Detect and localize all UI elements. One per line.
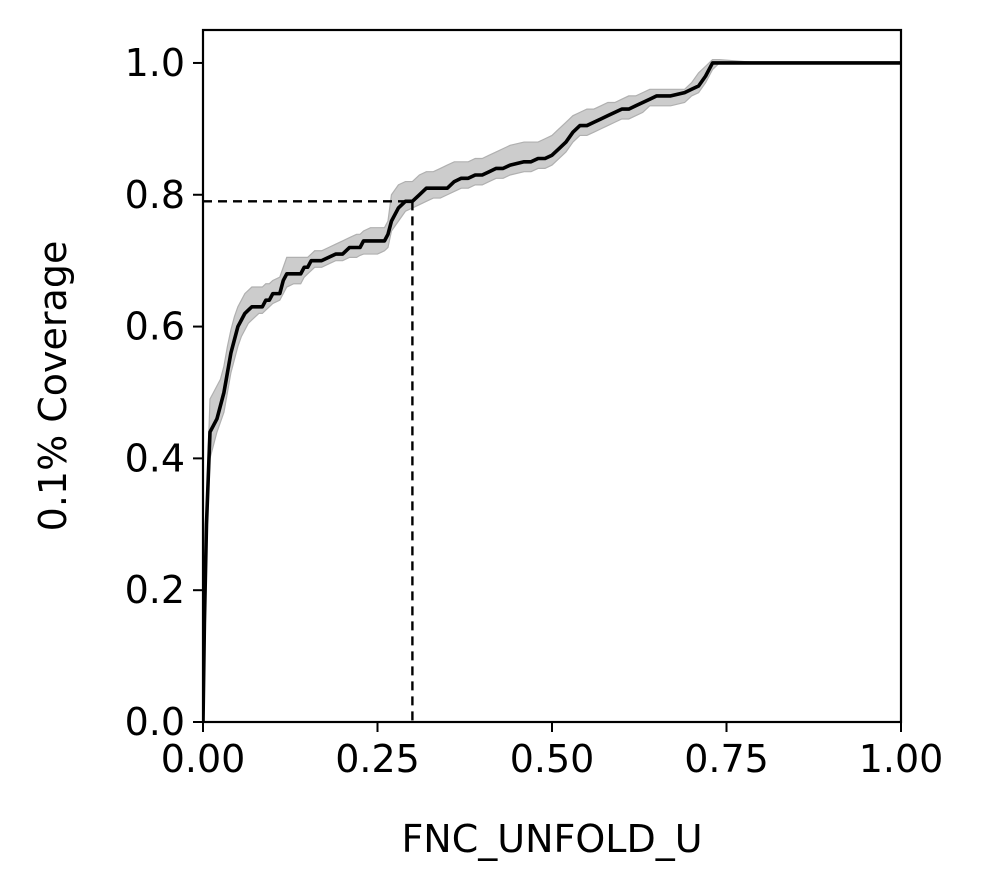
y-tick-label: 0.0 bbox=[125, 700, 185, 744]
reference-lines-layer bbox=[203, 200, 414, 722]
y-tick-label: 1.0 bbox=[125, 41, 185, 85]
series-line-layer bbox=[203, 61, 901, 722]
y-axis-ticks: 0.0 0.2 0.4 0.6 0.8 1.0 bbox=[125, 41, 203, 744]
plot-frame bbox=[201, 28, 903, 724]
y-tick-label: 0.8 bbox=[125, 173, 185, 217]
x-tick-label: 1.00 bbox=[859, 737, 944, 781]
confidence-band bbox=[203, 59, 901, 722]
y-tick-label: 0.4 bbox=[125, 436, 185, 480]
x-tick-label: 0.50 bbox=[510, 737, 595, 781]
y-axis-label: 0.1% Coverage bbox=[31, 241, 75, 532]
confidence-band-layer bbox=[203, 59, 901, 722]
y-tick-label: 0.2 bbox=[125, 568, 185, 612]
x-tick-label: 0.25 bbox=[335, 737, 420, 781]
x-tick-label: 0.75 bbox=[684, 737, 769, 781]
coverage-line bbox=[203, 61, 901, 722]
x-tick-label: 0.00 bbox=[161, 737, 246, 781]
x-axis-label: FNC_UNFOLD_U bbox=[401, 817, 702, 861]
x-axis-ticks: 0.00 0.25 0.50 0.75 1.00 bbox=[161, 722, 944, 781]
y-tick-label: 0.6 bbox=[125, 305, 185, 349]
